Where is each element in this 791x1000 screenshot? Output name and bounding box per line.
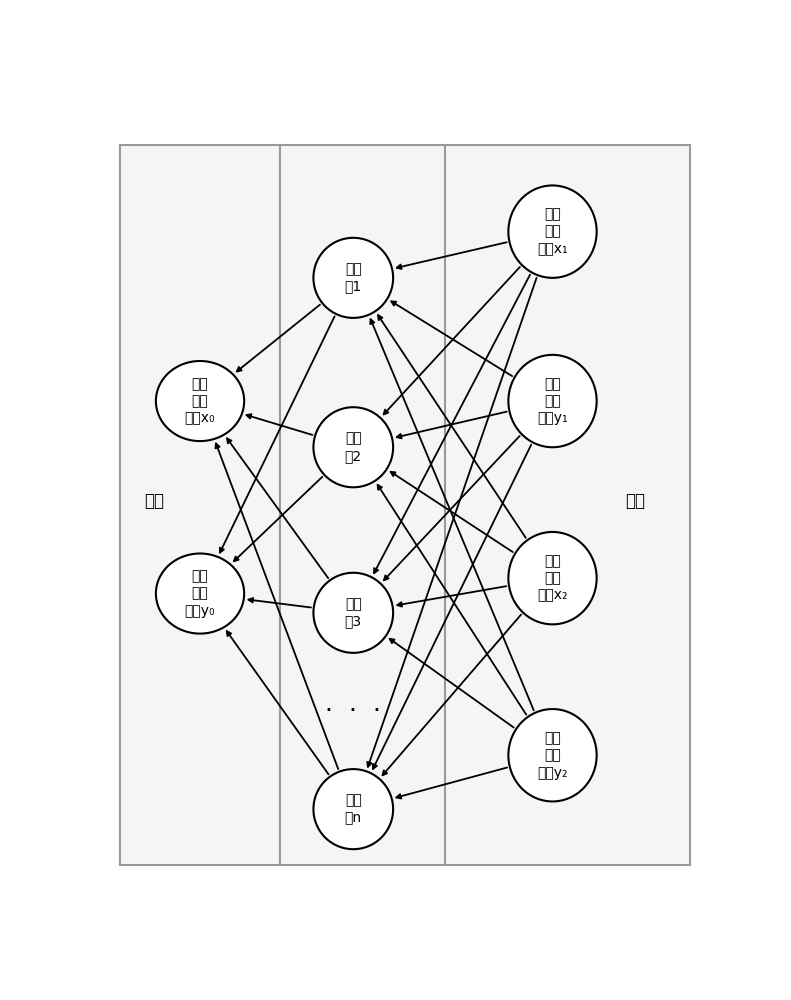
Ellipse shape <box>313 769 393 849</box>
Ellipse shape <box>313 238 393 318</box>
Ellipse shape <box>313 573 393 653</box>
Text: 输出: 输出 <box>144 492 164 510</box>
Ellipse shape <box>509 355 596 447</box>
Text: 视线
落点
坐标x₀: 视线 落点 坐标x₀ <box>185 377 215 425</box>
Ellipse shape <box>509 185 596 278</box>
Text: 瞳孔
中心
坐标x₁: 瞳孔 中心 坐标x₁ <box>537 207 568 256</box>
Text: 神经
元1: 神经 元1 <box>345 262 362 294</box>
Text: 输入: 输入 <box>625 492 645 510</box>
Ellipse shape <box>509 532 596 624</box>
Text: 虹膜
中心
坐标y₂: 虹膜 中心 坐标y₂ <box>537 731 568 780</box>
Text: 神经
元2: 神经 元2 <box>345 432 361 463</box>
Bar <box>280 145 691 865</box>
Ellipse shape <box>156 361 244 441</box>
Ellipse shape <box>313 407 393 487</box>
Text: 神经
元n: 神经 元n <box>345 794 361 825</box>
Text: 瞳孔
中心
坐标y₁: 瞳孔 中心 坐标y₁ <box>537 377 568 425</box>
Bar <box>120 145 280 865</box>
Text: 视线
落点
坐标y₀: 视线 落点 坐标y₀ <box>185 569 215 618</box>
Text: 神经
元3: 神经 元3 <box>345 597 361 628</box>
Text: ·  ·  ·: · · · <box>325 699 381 723</box>
Ellipse shape <box>156 554 244 634</box>
Text: 虹膜
中心
坐标x₂: 虹膜 中心 坐标x₂ <box>537 554 568 602</box>
Ellipse shape <box>509 709 596 801</box>
